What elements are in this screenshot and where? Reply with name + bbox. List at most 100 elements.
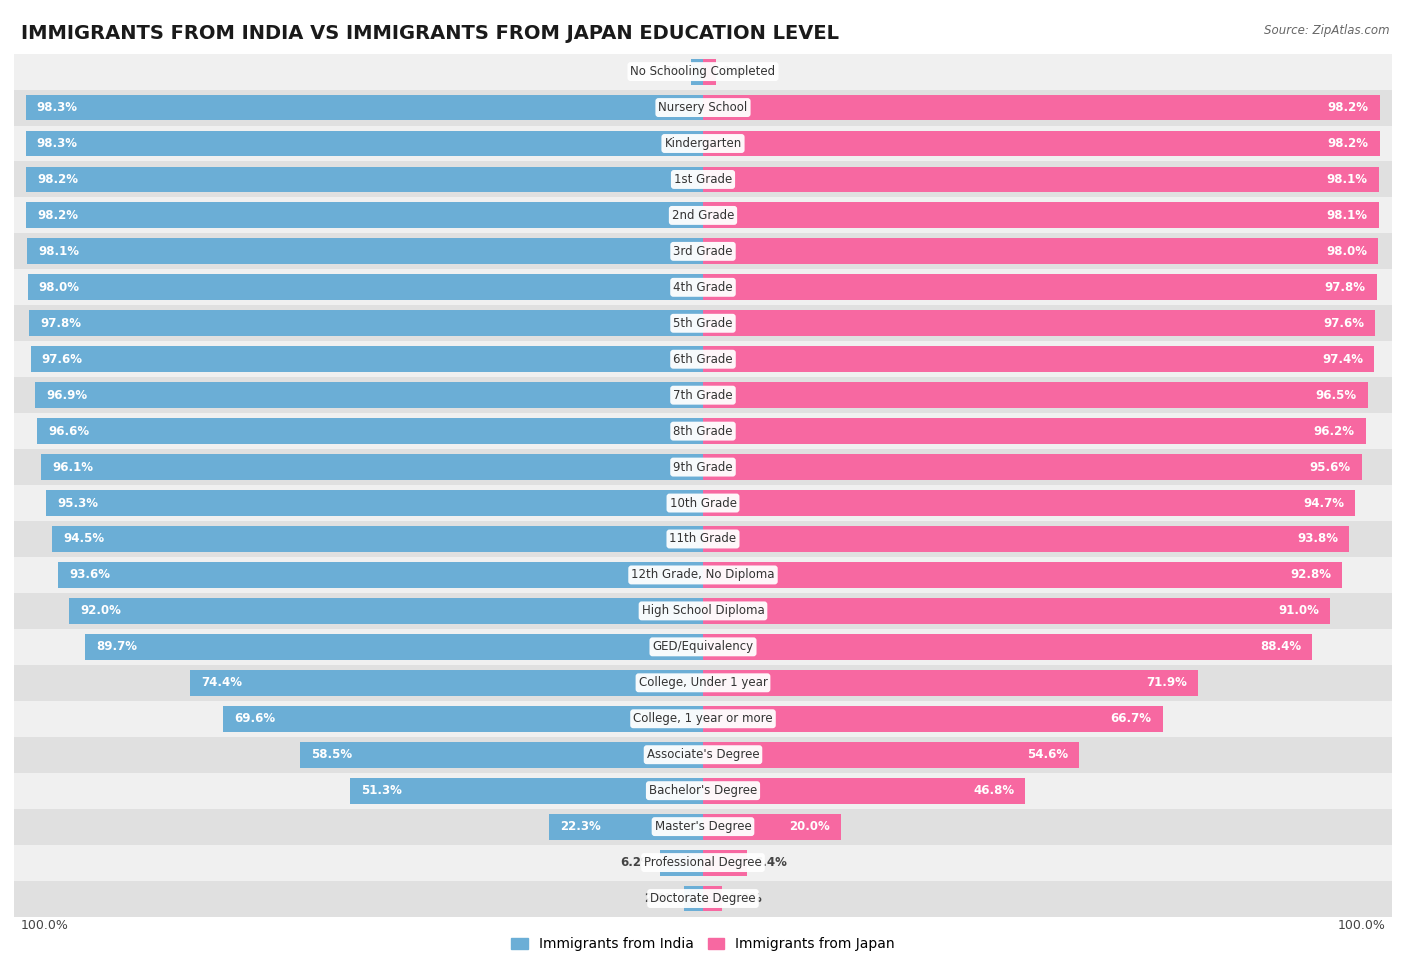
Text: 66.7%: 66.7% <box>1111 713 1152 725</box>
Bar <box>703 167 1379 192</box>
Bar <box>703 346 1374 372</box>
Bar <box>14 486 1392 521</box>
Bar <box>38 418 703 444</box>
Text: 97.8%: 97.8% <box>1324 281 1365 293</box>
Text: Bachelor's Degree: Bachelor's Degree <box>650 784 756 798</box>
Bar <box>14 737 1392 773</box>
Bar <box>14 126 1392 162</box>
Bar <box>703 814 841 839</box>
Text: Associate's Degree: Associate's Degree <box>647 748 759 761</box>
Text: 96.6%: 96.6% <box>49 425 90 438</box>
Text: 46.8%: 46.8% <box>973 784 1014 798</box>
Text: 92.8%: 92.8% <box>1291 568 1331 581</box>
Text: 6.4%: 6.4% <box>754 856 787 869</box>
Text: 97.6%: 97.6% <box>42 353 83 366</box>
Text: 98.0%: 98.0% <box>39 281 80 293</box>
Text: 91.0%: 91.0% <box>1278 604 1319 617</box>
Bar <box>31 346 703 372</box>
Bar <box>14 449 1392 486</box>
Text: 51.3%: 51.3% <box>360 784 402 798</box>
Text: 94.7%: 94.7% <box>1303 496 1344 510</box>
Legend: Immigrants from India, Immigrants from Japan: Immigrants from India, Immigrants from J… <box>506 932 900 957</box>
Text: 54.6%: 54.6% <box>1026 748 1069 761</box>
Bar <box>14 233 1392 269</box>
Text: Professional Degree: Professional Degree <box>644 856 762 869</box>
Text: 22.3%: 22.3% <box>561 820 602 833</box>
Text: 97.4%: 97.4% <box>1322 353 1362 366</box>
Text: 12th Grade, No Diploma: 12th Grade, No Diploma <box>631 568 775 581</box>
Bar <box>14 377 1392 413</box>
Bar <box>14 557 1392 593</box>
Bar <box>14 341 1392 377</box>
Bar <box>41 454 703 480</box>
Bar <box>703 670 1198 696</box>
Text: 98.0%: 98.0% <box>1326 245 1367 257</box>
Bar <box>84 634 703 660</box>
Text: 69.6%: 69.6% <box>235 713 276 725</box>
Bar <box>14 269 1392 305</box>
Text: 11th Grade: 11th Grade <box>669 532 737 545</box>
Bar <box>703 274 1376 300</box>
Bar <box>224 706 703 731</box>
Text: 10th Grade: 10th Grade <box>669 496 737 510</box>
Text: 8th Grade: 8th Grade <box>673 425 733 438</box>
Bar <box>25 131 703 156</box>
Bar <box>14 54 1392 90</box>
Text: 88.4%: 88.4% <box>1260 641 1301 653</box>
Text: College, Under 1 year: College, Under 1 year <box>638 677 768 689</box>
Text: Nursery School: Nursery School <box>658 101 748 114</box>
Text: 98.3%: 98.3% <box>37 137 77 150</box>
Text: 98.1%: 98.1% <box>1327 173 1368 186</box>
Text: 96.1%: 96.1% <box>52 460 93 474</box>
Text: Master's Degree: Master's Degree <box>655 820 751 833</box>
Bar <box>14 413 1392 449</box>
Bar <box>14 701 1392 737</box>
Bar <box>27 239 703 264</box>
Text: 5th Grade: 5th Grade <box>673 317 733 330</box>
Bar <box>69 598 703 624</box>
Bar <box>683 885 703 912</box>
Text: 100.0%: 100.0% <box>1337 919 1385 932</box>
Text: Doctorate Degree: Doctorate Degree <box>650 892 756 905</box>
Text: 6th Grade: 6th Grade <box>673 353 733 366</box>
Text: 6.2%: 6.2% <box>620 856 654 869</box>
Bar <box>703 95 1379 121</box>
Bar <box>14 665 1392 701</box>
Text: 1.9%: 1.9% <box>723 65 756 78</box>
Text: No Schooling Completed: No Schooling Completed <box>630 65 776 78</box>
Bar <box>14 90 1392 126</box>
Text: 98.2%: 98.2% <box>1327 101 1368 114</box>
Text: 93.8%: 93.8% <box>1298 532 1339 545</box>
Bar <box>703 203 1379 228</box>
Bar <box>703 454 1361 480</box>
Bar <box>703 239 1378 264</box>
Text: 92.0%: 92.0% <box>80 604 121 617</box>
Text: 9th Grade: 9th Grade <box>673 460 733 474</box>
Bar <box>14 521 1392 557</box>
Bar <box>550 814 703 839</box>
Text: 2.8%: 2.8% <box>730 892 762 905</box>
Bar <box>350 778 703 803</box>
Text: 96.2%: 96.2% <box>1313 425 1355 438</box>
Bar <box>703 706 1163 731</box>
Text: 95.3%: 95.3% <box>58 496 98 510</box>
Bar <box>703 310 1375 336</box>
Bar <box>703 885 723 912</box>
Bar <box>14 844 1392 880</box>
Bar <box>14 880 1392 916</box>
Text: 93.6%: 93.6% <box>69 568 110 581</box>
Bar <box>703 778 1025 803</box>
Bar <box>14 197 1392 233</box>
Bar <box>30 310 703 336</box>
Text: 1st Grade: 1st Grade <box>673 173 733 186</box>
Bar <box>14 593 1392 629</box>
Bar <box>703 634 1312 660</box>
Text: 98.2%: 98.2% <box>1327 137 1368 150</box>
Bar <box>14 629 1392 665</box>
Text: 98.1%: 98.1% <box>1327 209 1368 222</box>
Bar <box>14 162 1392 197</box>
Bar <box>703 742 1080 767</box>
Text: 96.9%: 96.9% <box>46 389 87 402</box>
Bar <box>14 808 1392 844</box>
Text: 98.1%: 98.1% <box>38 245 79 257</box>
